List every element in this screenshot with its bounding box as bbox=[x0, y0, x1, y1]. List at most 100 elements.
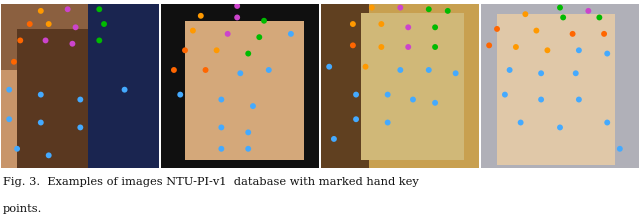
Point bbox=[583, 9, 593, 13]
Point bbox=[15, 39, 26, 42]
Point bbox=[500, 93, 510, 96]
Point bbox=[558, 16, 568, 19]
Point bbox=[254, 35, 264, 39]
Point bbox=[571, 71, 581, 75]
Point bbox=[4, 88, 14, 91]
FancyBboxPatch shape bbox=[17, 29, 88, 168]
Point bbox=[169, 68, 179, 72]
Point bbox=[44, 154, 54, 157]
Point bbox=[232, 4, 243, 8]
Point bbox=[243, 131, 253, 134]
Point bbox=[360, 65, 371, 68]
Point bbox=[403, 25, 413, 29]
Point bbox=[243, 52, 253, 55]
Point bbox=[348, 44, 358, 47]
Point bbox=[248, 104, 258, 108]
Point bbox=[403, 45, 413, 49]
Point bbox=[484, 44, 494, 47]
Point bbox=[430, 101, 440, 105]
Point bbox=[451, 71, 461, 75]
FancyBboxPatch shape bbox=[481, 4, 639, 168]
Point bbox=[120, 88, 130, 91]
Point bbox=[424, 68, 434, 72]
FancyBboxPatch shape bbox=[321, 4, 369, 168]
Point bbox=[574, 98, 584, 101]
Point bbox=[408, 98, 418, 101]
Point bbox=[24, 22, 35, 26]
Point bbox=[329, 137, 339, 141]
Point bbox=[196, 14, 206, 17]
Point bbox=[76, 98, 86, 101]
Point bbox=[542, 49, 552, 52]
FancyBboxPatch shape bbox=[1, 4, 88, 168]
Point bbox=[531, 29, 541, 32]
Point bbox=[516, 121, 526, 124]
Point bbox=[223, 32, 233, 36]
Point bbox=[63, 8, 73, 11]
Point bbox=[211, 49, 221, 52]
Point bbox=[36, 9, 46, 13]
Point bbox=[216, 126, 227, 129]
FancyBboxPatch shape bbox=[361, 13, 463, 160]
Point bbox=[348, 22, 358, 26]
Point bbox=[76, 126, 86, 129]
FancyBboxPatch shape bbox=[185, 21, 303, 160]
Point bbox=[383, 93, 393, 96]
Point bbox=[236, 71, 246, 75]
Point bbox=[595, 16, 605, 19]
Point bbox=[396, 68, 406, 72]
Point bbox=[12, 147, 22, 151]
Point bbox=[264, 68, 274, 72]
Point bbox=[286, 32, 296, 36]
FancyBboxPatch shape bbox=[369, 4, 479, 168]
Text: Fig. 3.  Examples of images NTU-PI-v1  database with marked hand key: Fig. 3. Examples of images NTU-PI-v1 dat… bbox=[3, 177, 419, 187]
Point bbox=[536, 71, 546, 75]
Point bbox=[520, 13, 531, 16]
Point bbox=[232, 16, 243, 19]
Point bbox=[574, 49, 584, 52]
Point bbox=[492, 27, 502, 31]
Point bbox=[555, 126, 565, 129]
Point bbox=[36, 93, 46, 96]
Point bbox=[568, 32, 578, 36]
Text: points.: points. bbox=[3, 204, 43, 214]
Point bbox=[200, 68, 211, 72]
Point bbox=[376, 22, 387, 26]
Point bbox=[44, 22, 54, 26]
Point bbox=[67, 42, 77, 45]
FancyBboxPatch shape bbox=[1, 70, 81, 168]
Point bbox=[243, 147, 253, 151]
Point bbox=[424, 8, 434, 11]
Point bbox=[351, 118, 361, 121]
FancyBboxPatch shape bbox=[161, 4, 319, 168]
Point bbox=[188, 29, 198, 32]
Point bbox=[430, 45, 440, 49]
Point bbox=[536, 98, 546, 101]
Point bbox=[70, 25, 81, 29]
Point bbox=[443, 9, 453, 13]
Point bbox=[376, 45, 387, 49]
Point bbox=[599, 32, 609, 36]
Point bbox=[430, 25, 440, 29]
Point bbox=[602, 121, 612, 124]
Point bbox=[99, 22, 109, 26]
Point bbox=[216, 98, 227, 101]
Point bbox=[94, 39, 104, 42]
Point bbox=[383, 121, 393, 124]
Point bbox=[555, 6, 565, 9]
Point bbox=[367, 6, 377, 9]
Point bbox=[180, 49, 190, 52]
Point bbox=[216, 147, 227, 151]
Point bbox=[511, 45, 521, 49]
Point bbox=[351, 93, 361, 96]
Point bbox=[36, 121, 46, 124]
Point bbox=[602, 52, 612, 55]
Point bbox=[504, 68, 515, 72]
FancyBboxPatch shape bbox=[497, 14, 615, 165]
Point bbox=[396, 6, 406, 9]
Point bbox=[9, 60, 19, 64]
Point bbox=[324, 65, 334, 68]
Point bbox=[94, 8, 104, 11]
Point bbox=[259, 19, 269, 22]
Point bbox=[614, 147, 625, 151]
